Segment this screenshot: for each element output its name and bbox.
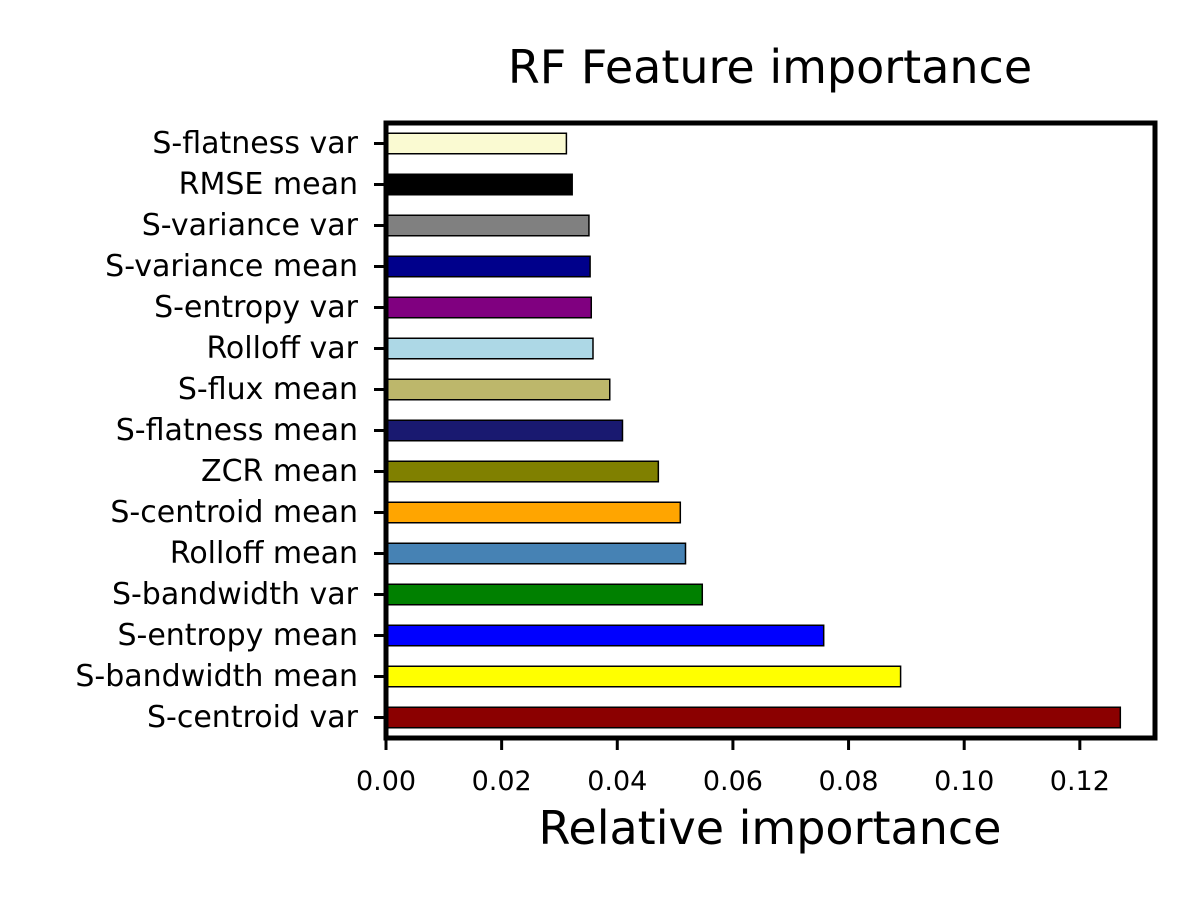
bars-group: [385, 132, 1122, 729]
x-tick-label: 0.10: [934, 766, 994, 797]
y-tick-label: Rolloff mean: [170, 536, 358, 571]
y-tick-label: S-centroid var: [147, 700, 359, 735]
x-axis-ticks: 0.00 0.02 0.04 0.06 0.08 0.10 0.12: [356, 738, 1110, 797]
chart-title: RF Feature importance: [508, 40, 1032, 94]
y-tick-label: S-variance mean: [105, 249, 358, 284]
bar-s-bandwidth-var: [385, 583, 704, 606]
bar-zcr-mean: [385, 460, 660, 483]
bar-rmse-mean: [385, 173, 573, 196]
y-tick-label: S-bandwidth var: [112, 577, 359, 612]
x-tick-label: 0.08: [818, 766, 878, 797]
bar-s-flatness-var: [385, 132, 568, 155]
y-tick-label: S-entropy mean: [117, 618, 358, 653]
x-axis-label: Relative importance: [539, 801, 1002, 855]
y-tick-label: S-centroid mean: [110, 495, 358, 530]
bar-s-flux-mean: [385, 378, 611, 401]
bar-s-centroid-mean: [385, 501, 682, 524]
bar-s-entropy-mean: [385, 624, 825, 647]
bar-s-bandwidth-mean: [385, 665, 902, 688]
x-tick-label: 0.06: [703, 766, 763, 797]
y-tick-label: S-bandwidth mean: [75, 659, 358, 694]
bar-s-variance-var: [385, 214, 590, 237]
y-tick-label: S-entropy var: [154, 290, 359, 325]
y-tick-label: Rolloff var: [206, 331, 358, 366]
plot-frame: [383, 120, 1158, 741]
bar-rolloff-mean: [385, 542, 687, 565]
bar-s-flatness-mean: [385, 419, 624, 442]
y-tick-label: S-flatness mean: [116, 413, 358, 448]
x-tick-label: 0.02: [472, 766, 532, 797]
bar-s-centroid-var: [385, 706, 1122, 729]
y-tick-label: S-flux mean: [178, 372, 358, 407]
bar-s-entropy-var: [385, 296, 593, 319]
y-tick-label: S-variance var: [142, 208, 359, 243]
bar-rolloff-var: [385, 337, 594, 360]
y-tick-label: ZCR mean: [201, 454, 358, 489]
bar-s-variance-mean: [385, 255, 591, 278]
x-tick-label: 0.00: [356, 766, 416, 797]
y-tick-label: S-flatness var: [152, 126, 358, 161]
x-tick-label: 0.04: [587, 766, 647, 797]
x-tick-label: 0.12: [1050, 766, 1110, 797]
y-axis-ticks: S-centroid var S-bandwidth mean S-entropy …: [75, 126, 386, 735]
y-tick-label: RMSE mean: [179, 167, 358, 202]
